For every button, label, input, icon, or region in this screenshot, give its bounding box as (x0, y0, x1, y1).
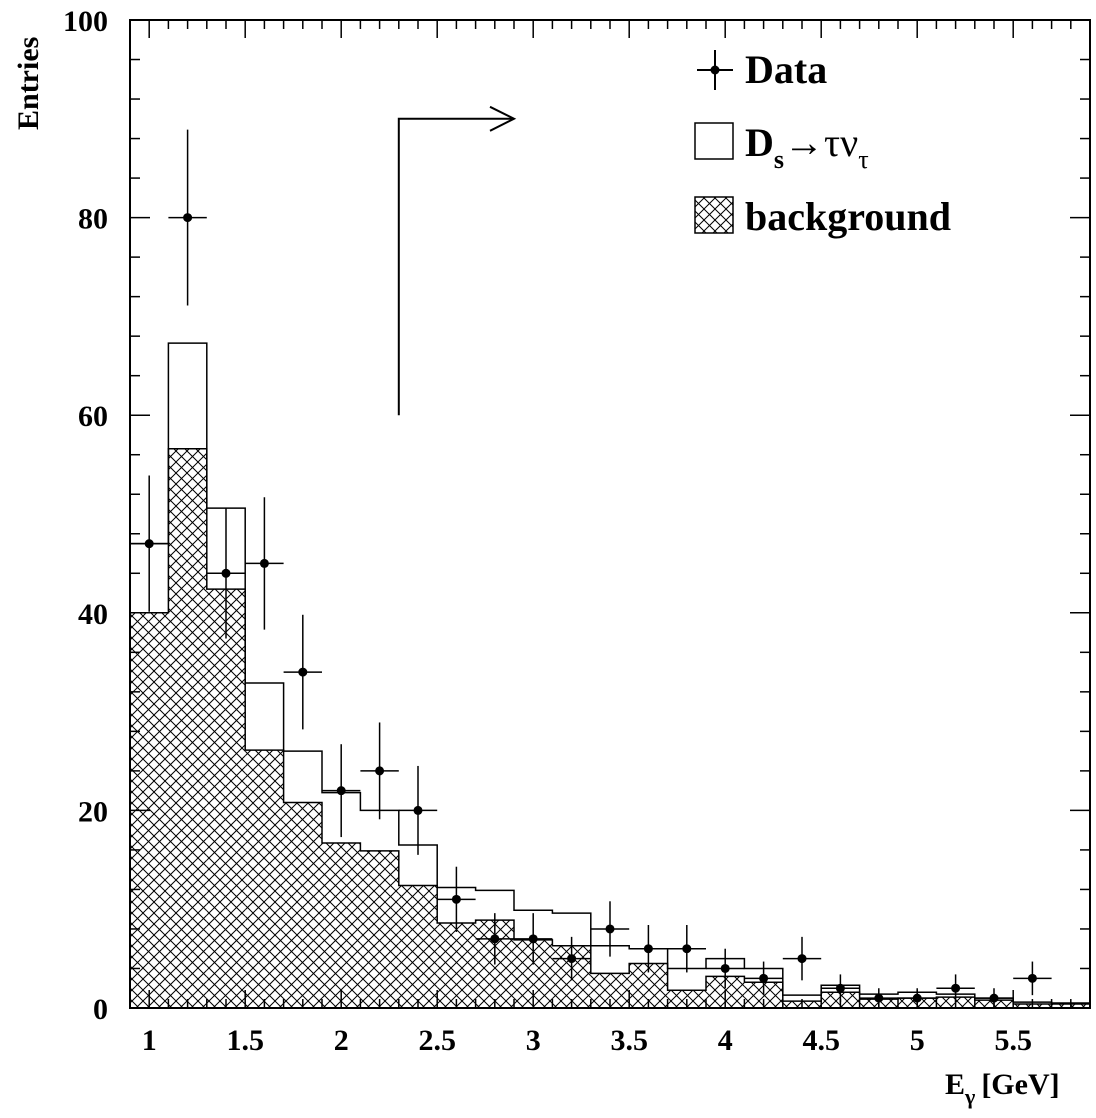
data-point (989, 993, 999, 1003)
signal-bar (284, 751, 322, 802)
data-point (451, 894, 461, 904)
legend-background-label: background (745, 194, 951, 239)
data-point (643, 944, 653, 954)
x-axis-title: Eγ [GeV] (945, 1068, 1060, 1109)
background-bar (398, 885, 438, 1008)
data-point (567, 954, 577, 964)
data-point (1027, 973, 1037, 983)
data-point (144, 539, 154, 549)
data-point (413, 805, 423, 815)
x-tick-label: 1.5 (226, 1024, 264, 1057)
legend-data-label: Data (745, 47, 827, 92)
y-axis-title: Entries (12, 37, 45, 130)
plot-area: 1 1.5 2 2.5 3 3.5 4 4.5 5 5.5 0 20 40 60 80 100 (63, 5, 1091, 1057)
cut-arrow-line (397, 117, 514, 416)
x-tick-label: 4 (718, 1024, 733, 1057)
data-point (336, 786, 346, 796)
y-tick-label: 80 (78, 203, 108, 236)
legend-entry-background: background (694, 194, 951, 239)
x-tick-label: 5 (910, 1024, 925, 1057)
legend-background-swatch (694, 196, 734, 234)
data-point (720, 963, 730, 973)
data-point (183, 213, 193, 223)
data-point (375, 766, 385, 776)
x-tick-label: 3 (526, 1024, 541, 1057)
background-bar (245, 750, 284, 1008)
data-point (951, 983, 961, 993)
data-point (298, 667, 308, 677)
data-point (682, 944, 692, 954)
background-bar (322, 843, 361, 1008)
data-point (874, 993, 884, 1003)
y-tick-label: 0 (93, 993, 108, 1026)
x-tick-label: 5.5 (994, 1024, 1032, 1057)
x-tick-label: 3.5 (610, 1024, 648, 1057)
data-point (221, 568, 231, 578)
y-tick-label: 100 (63, 5, 108, 38)
legend: Data Ds→τντ background (694, 47, 951, 239)
y-tick-label: 60 (78, 400, 108, 433)
cut-arrow-head (489, 105, 517, 132)
legend-entry-signal: Ds→τντ (694, 120, 869, 174)
signal-bar (168, 343, 206, 449)
y-tick-label: 20 (78, 795, 108, 828)
data-point (490, 934, 500, 944)
background-bar (437, 923, 476, 1008)
x-tick-label: 2 (334, 1024, 349, 1057)
background-bar (283, 802, 322, 1008)
data-point (605, 924, 615, 934)
x-tick-label: 1 (142, 1024, 157, 1057)
x-tick-label: 2.5 (418, 1024, 456, 1057)
legend-entry-data: Data (697, 47, 827, 92)
signal-bar (245, 683, 283, 750)
data-point (759, 973, 769, 983)
legend-data-marker-dot (710, 65, 720, 75)
legend-signal-label: Ds→τντ (745, 120, 869, 174)
background-bar (168, 448, 207, 1008)
y-tick-label: 40 (78, 598, 108, 631)
data-point (528, 934, 538, 944)
data-point (259, 558, 269, 568)
background-bar (206, 589, 246, 1008)
legend-signal-swatch (694, 122, 734, 160)
data-point (835, 983, 845, 993)
background-bar (360, 850, 399, 1008)
x-tick-label: 4.5 (802, 1024, 840, 1057)
data-point (797, 954, 807, 964)
